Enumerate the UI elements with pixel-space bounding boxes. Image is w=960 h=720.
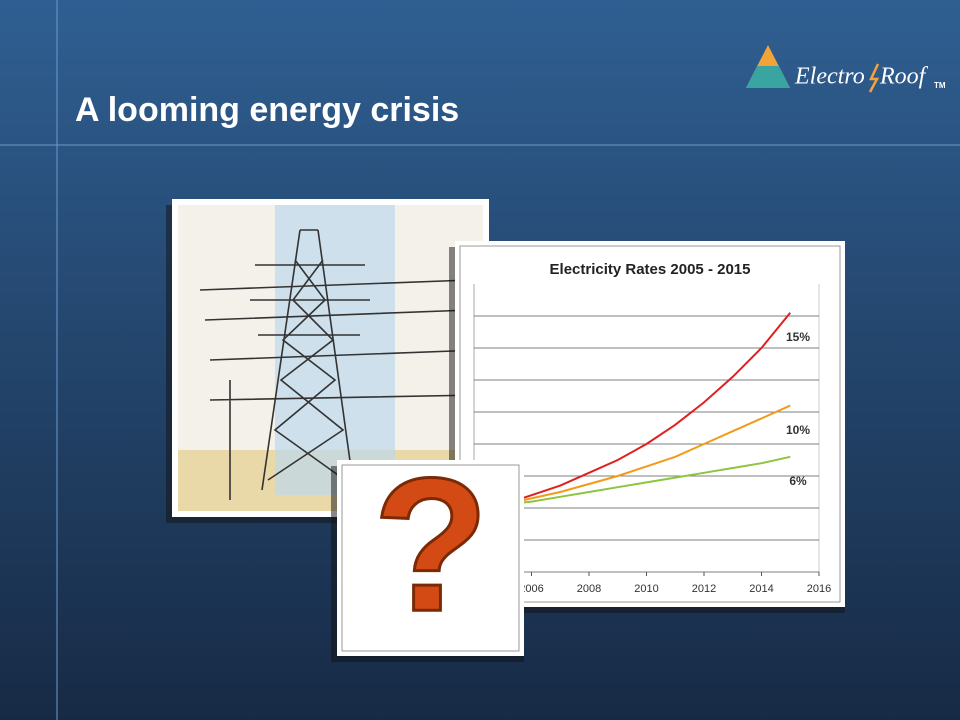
tower-picture	[166, 199, 489, 523]
x-tick-label: 2016	[807, 583, 831, 595]
chart-panel: Electricity Rates 2005 - 2015 2006 2008 20…	[449, 241, 845, 613]
x-tick-label: 2008	[577, 583, 601, 595]
series-line	[502, 455, 791, 506]
series-line	[502, 312, 792, 506]
logo-bolt	[868, 63, 880, 93]
x-tick-label: 2014	[749, 583, 773, 595]
series-label: 15%	[786, 330, 810, 344]
question-mark: ?	[373, 439, 489, 651]
logo-second: Roof	[879, 64, 929, 90]
chart-title: Electricity Rates 2005 - 2015	[550, 261, 751, 278]
x-tick-label: 2012	[692, 583, 716, 595]
x-tick-label: 2010	[634, 583, 658, 595]
series-line	[502, 404, 791, 506]
question-box: ?	[331, 438, 524, 662]
series-label: 6%	[789, 474, 807, 488]
logo-band	[746, 66, 790, 88]
logo-tm: TM	[934, 81, 946, 90]
slide-title: A looming energy crisis	[75, 91, 459, 129]
logo: Electro Roof TM	[746, 45, 946, 93]
logo-first: Electro	[794, 64, 865, 90]
x-tick-label: 2006	[519, 583, 543, 595]
series-label: 10%	[786, 423, 810, 437]
